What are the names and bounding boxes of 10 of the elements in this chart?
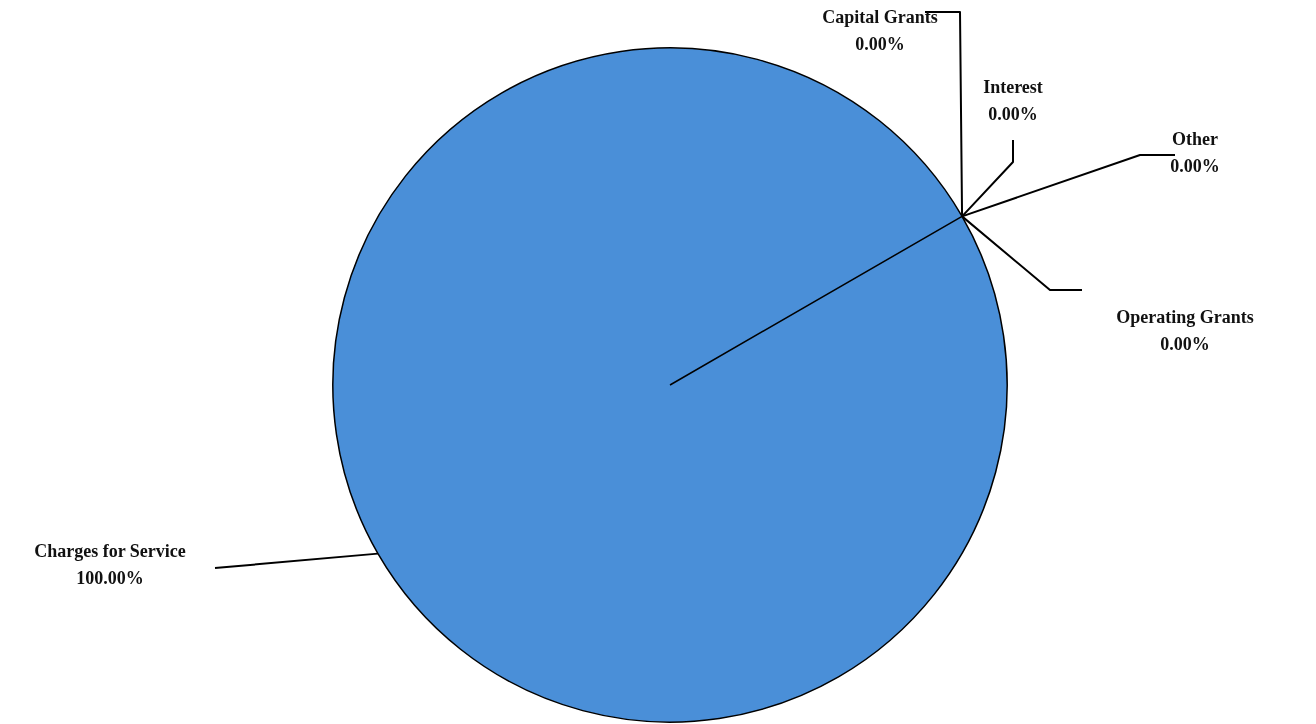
text: 0.00% bbox=[1160, 333, 1210, 354]
category-label: Capital Grants bbox=[822, 6, 938, 27]
category-label: Other bbox=[1172, 128, 1218, 149]
slice-label: Charges for Service bbox=[34, 540, 186, 561]
category-label: Interest bbox=[983, 76, 1043, 97]
text: 0.00% bbox=[1170, 155, 1220, 176]
text: 0.00% bbox=[988, 103, 1038, 124]
text: 0.00% bbox=[855, 33, 905, 54]
category-label: Operating Grants bbox=[1116, 306, 1254, 327]
data-label: 100.00% bbox=[76, 567, 144, 588]
